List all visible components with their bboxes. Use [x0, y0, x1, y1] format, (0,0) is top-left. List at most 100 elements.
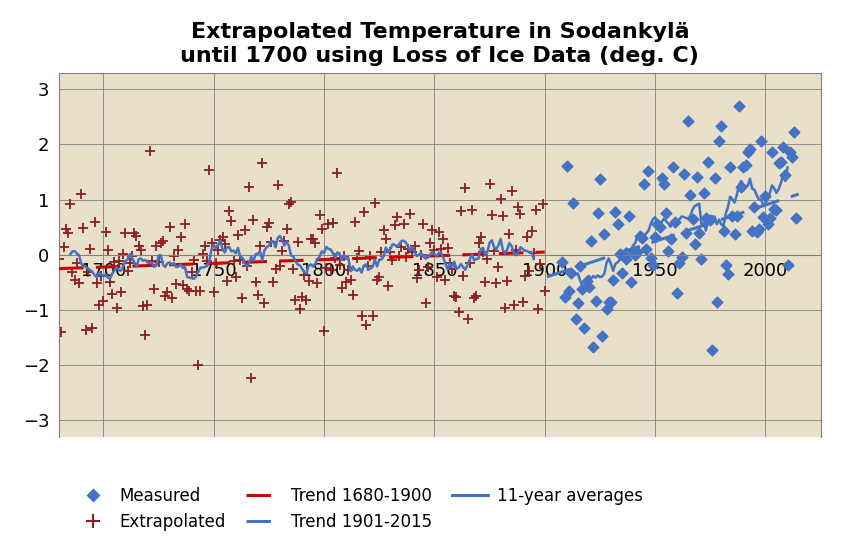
Point	[231, 230, 244, 239]
Point	[313, 211, 327, 220]
Point	[591, 208, 605, 217]
Point	[310, 278, 324, 287]
Point	[726, 212, 739, 221]
Point	[240, 262, 254, 271]
Point	[365, 312, 379, 321]
Point	[264, 238, 277, 247]
Point	[516, 297, 530, 306]
Point	[622, 211, 635, 220]
Point	[640, 245, 653, 254]
Point	[288, 296, 302, 305]
Point	[560, 162, 574, 171]
Point	[611, 220, 624, 229]
Point	[507, 301, 520, 310]
Point	[514, 210, 527, 219]
Point	[315, 224, 328, 233]
Point	[505, 186, 519, 195]
Point	[150, 242, 163, 251]
Point	[567, 199, 580, 208]
Point	[165, 294, 179, 303]
Point	[503, 230, 516, 239]
Point	[331, 169, 344, 178]
Point	[320, 264, 333, 273]
Point	[99, 227, 113, 236]
Point	[101, 246, 114, 255]
Point	[194, 287, 207, 296]
Point	[275, 246, 288, 255]
Point	[84, 245, 97, 254]
Point	[538, 286, 552, 295]
Point	[106, 290, 119, 299]
Point	[706, 346, 719, 354]
Point	[68, 276, 81, 285]
Point	[518, 272, 531, 281]
Point	[79, 325, 92, 334]
Point	[461, 315, 475, 324]
Point	[589, 296, 602, 305]
Point	[388, 221, 402, 230]
Point	[483, 179, 497, 188]
Point	[176, 281, 190, 290]
Point	[236, 293, 250, 302]
Point	[117, 250, 130, 259]
Point	[179, 220, 192, 228]
Point	[196, 250, 210, 259]
Point	[207, 287, 221, 296]
Point	[121, 267, 135, 276]
Point	[662, 246, 675, 255]
Point	[704, 216, 717, 225]
Point	[382, 281, 395, 290]
Point	[721, 270, 734, 279]
Point	[695, 255, 708, 264]
Point	[586, 342, 600, 351]
Point	[72, 278, 85, 287]
Point	[494, 194, 508, 203]
Point	[162, 222, 176, 231]
Point	[558, 292, 571, 301]
Point	[481, 255, 494, 264]
Point	[390, 212, 404, 221]
Point	[470, 292, 483, 301]
Point	[571, 299, 585, 308]
Point	[564, 269, 578, 278]
Point	[642, 166, 656, 175]
Point	[520, 232, 534, 241]
Point	[750, 227, 763, 236]
Point	[761, 220, 774, 228]
Point	[371, 276, 384, 285]
Point	[759, 192, 772, 200]
Point	[456, 272, 470, 281]
Point	[608, 208, 622, 217]
Point	[185, 268, 199, 277]
Point	[439, 276, 453, 284]
Point	[437, 235, 450, 244]
Point	[534, 259, 547, 268]
Point	[332, 260, 346, 269]
Point	[630, 247, 644, 256]
Point	[81, 268, 95, 277]
Point	[147, 284, 161, 293]
Point	[677, 170, 690, 179]
Point	[766, 148, 779, 157]
Point	[112, 256, 125, 265]
Point	[635, 234, 649, 242]
Point	[618, 250, 631, 259]
Point	[190, 286, 203, 295]
Point	[129, 232, 143, 241]
Point	[416, 220, 430, 228]
Point	[675, 252, 689, 261]
Point	[229, 273, 243, 282]
Point	[128, 228, 141, 237]
Point	[114, 288, 128, 297]
Point	[432, 227, 446, 236]
Point	[501, 277, 514, 286]
Point	[125, 251, 139, 260]
Point	[741, 148, 755, 157]
Point	[529, 206, 542, 214]
Point	[298, 271, 311, 280]
Title: Extrapolated Temperature in Sodankylä
until 1700 using Loss of Ice Data (deg. C): Extrapolated Temperature in Sodankylä un…	[180, 22, 700, 66]
Point	[173, 232, 187, 241]
Point	[575, 284, 589, 293]
Point	[408, 242, 421, 251]
Point	[525, 227, 538, 236]
